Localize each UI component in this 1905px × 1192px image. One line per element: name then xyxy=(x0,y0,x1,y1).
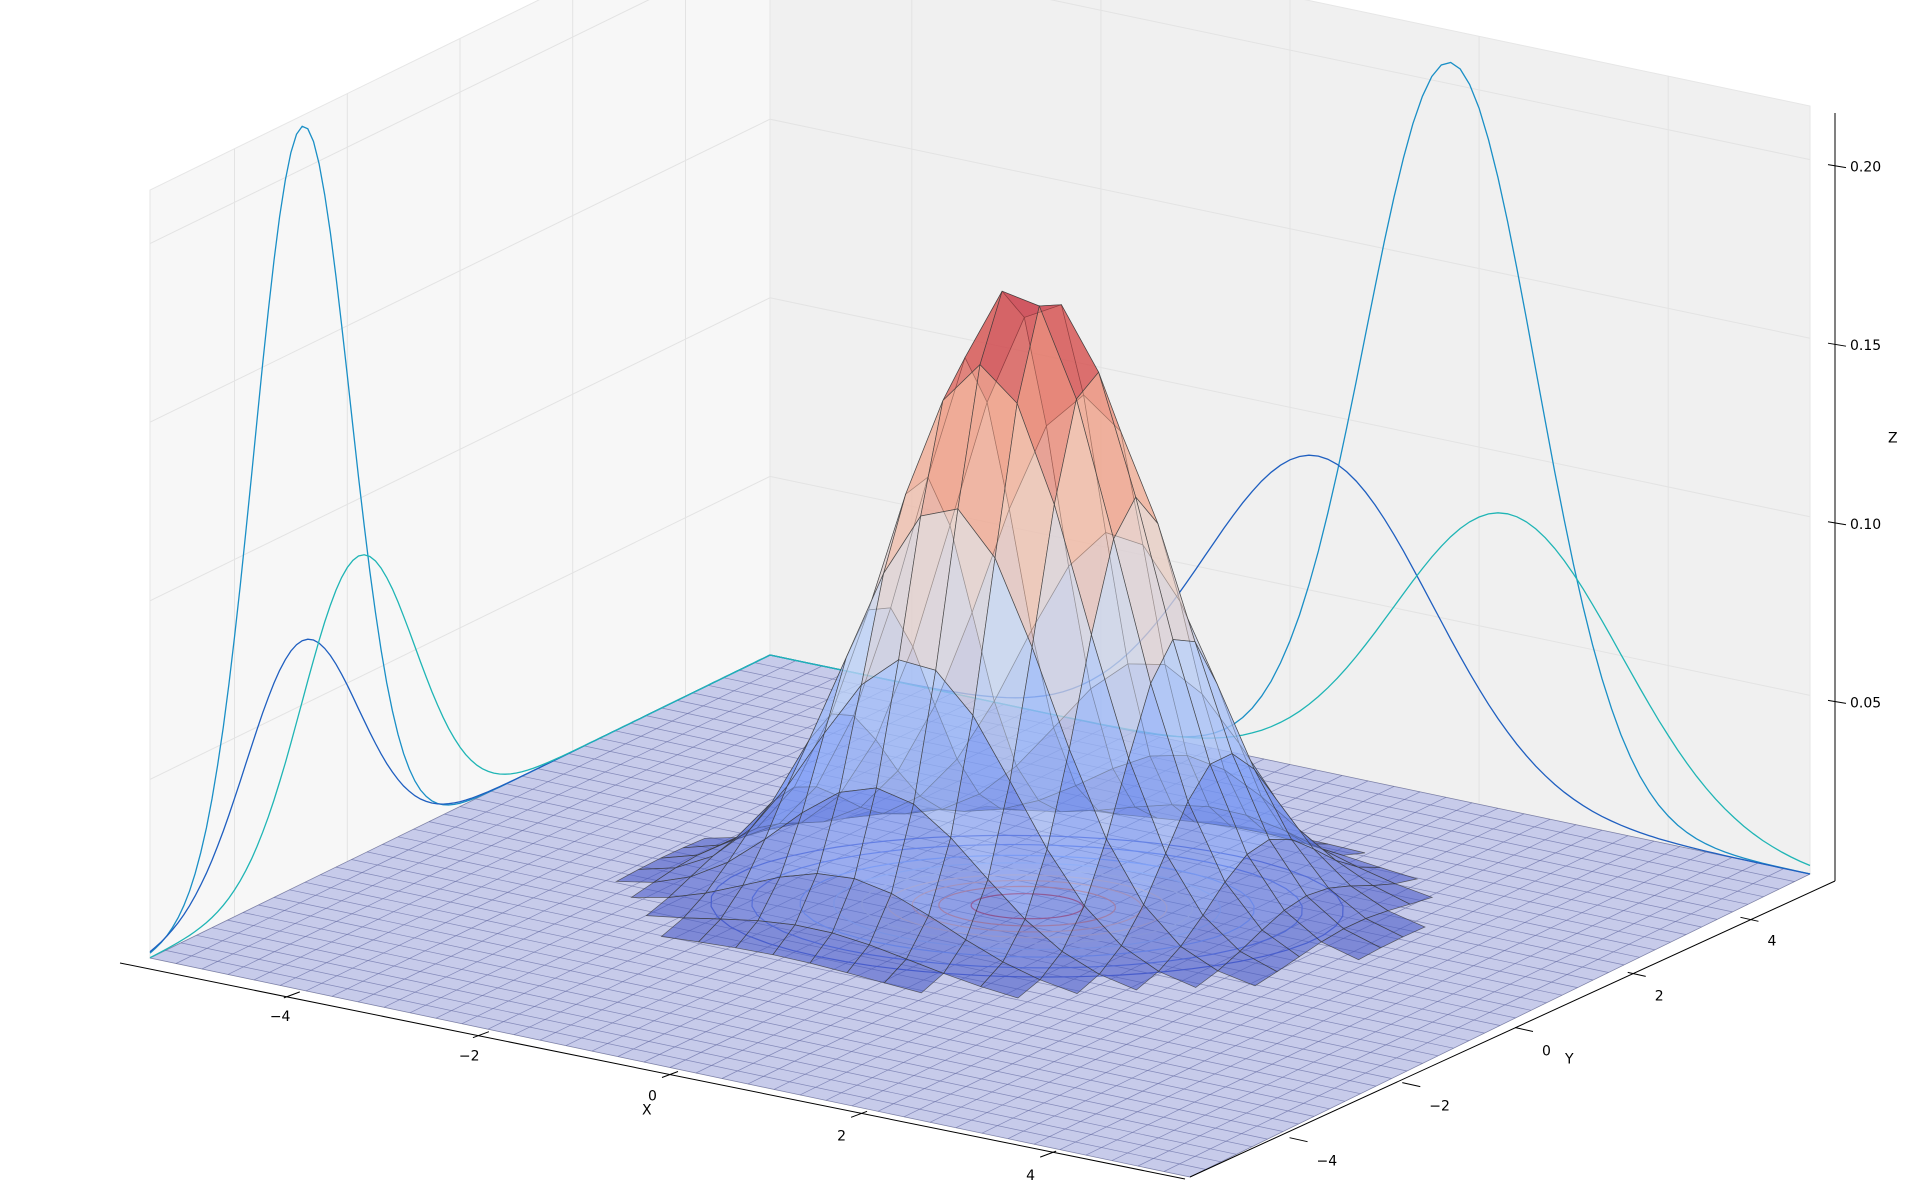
floor-grid-line xyxy=(1137,862,1759,1167)
z-tick xyxy=(1827,521,1847,526)
surface-patch xyxy=(980,961,1041,999)
y-tick-label: 4 xyxy=(1767,933,1776,949)
axis-lines xyxy=(119,113,1836,1180)
z-tick-label: 0.15 xyxy=(1850,338,1881,354)
x-tick xyxy=(850,1110,868,1118)
y-tick xyxy=(1402,1082,1421,1088)
floor-grid-line xyxy=(1085,851,1707,1156)
floor-grid-line xyxy=(1007,835,1629,1140)
x-axis-label: X xyxy=(642,1103,652,1119)
y-tick xyxy=(1514,1027,1534,1032)
axis-gridlines xyxy=(149,0,1811,917)
z-tick xyxy=(1827,342,1847,347)
y-tick-label: 2 xyxy=(1655,988,1664,1004)
x-tick-label: 0 xyxy=(648,1089,657,1105)
gridline xyxy=(149,0,1811,245)
y-tick xyxy=(1627,971,1646,977)
floor-grid-line xyxy=(1163,868,1785,1172)
floor-grid-line xyxy=(1059,846,1681,1150)
z-tick xyxy=(1827,699,1847,704)
z-tick xyxy=(1827,164,1847,169)
x-tick-label: 2 xyxy=(837,1128,846,1144)
x-tick xyxy=(661,1071,679,1078)
surface-patch xyxy=(1158,945,1219,988)
y-tick xyxy=(1289,1137,1308,1143)
gaussian-surface xyxy=(615,290,1434,999)
surface-patch xyxy=(1217,950,1278,987)
floor-grid-line xyxy=(1189,873,1811,1178)
y-tick xyxy=(1740,916,1759,922)
z-axis-label: Z xyxy=(1888,430,1898,446)
gridline xyxy=(149,118,1811,423)
floor-grid-line xyxy=(1033,840,1655,1145)
gridline xyxy=(149,297,1811,602)
left-wall-curve xyxy=(149,554,771,959)
surface-patch xyxy=(1098,945,1160,991)
surface-patch xyxy=(1039,950,1100,995)
x-tick xyxy=(472,1031,490,1039)
y-tick-label: 0 xyxy=(1542,1044,1551,1060)
x-axis-line xyxy=(119,962,1186,1180)
x-tick-label: −4 xyxy=(270,1009,291,1025)
y-tick-label: −2 xyxy=(1429,1099,1450,1115)
x-tick-label: 4 xyxy=(1026,1168,1035,1184)
y-tick-label: −4 xyxy=(1317,1154,1338,1170)
x-tick xyxy=(283,991,300,999)
x-tick xyxy=(1040,1150,1057,1158)
z-tick-label: 0.20 xyxy=(1850,160,1881,176)
floor-grid-line xyxy=(1111,857,1733,1161)
tick-marks: −4 −2 0 2 4 −4 −2 0 2 4 0.05 0.10 0.15 0.20 X Y Z xyxy=(270,160,1898,1185)
z-tick-label: 0.10 xyxy=(1850,517,1881,533)
gridline xyxy=(149,475,1811,780)
x-tick-label: −2 xyxy=(459,1049,480,1065)
floor-grid-line xyxy=(981,829,1603,1134)
y-axis-label: Y xyxy=(1564,1052,1574,1068)
surface-patch xyxy=(883,958,945,994)
surface-patch xyxy=(1320,928,1382,961)
z-tick-label: 0.05 xyxy=(1850,695,1881,711)
y-axis-line xyxy=(1189,880,1836,1178)
